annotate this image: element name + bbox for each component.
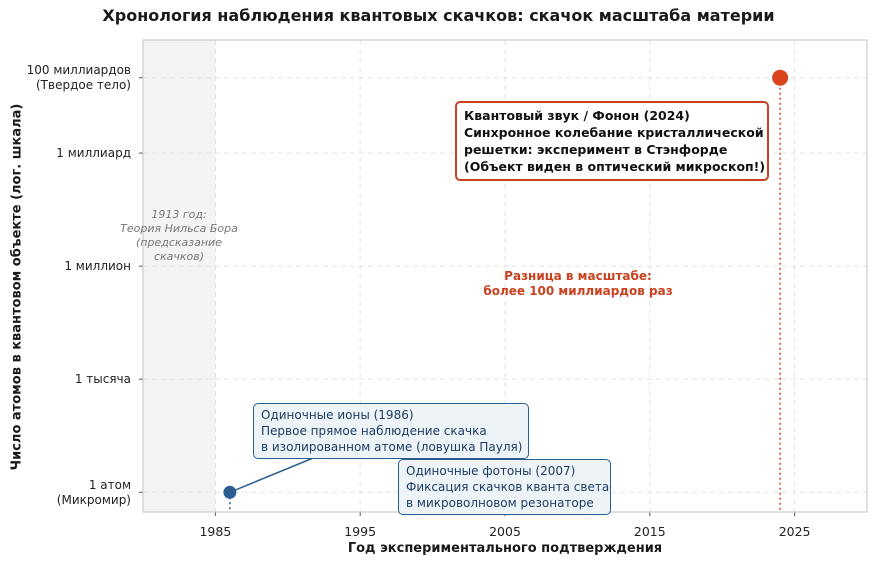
y-tick-label: 1 атом <box>89 478 131 492</box>
chart-title: Хронология наблюдения квантовых скачков:… <box>102 6 775 25</box>
x-tick-label: 2005 <box>489 524 521 539</box>
annotation-line: в микроволновом резонаторе <box>406 496 594 510</box>
x-tick-label: 1995 <box>344 524 376 539</box>
annotation-single-ions: Одиночные ионы (1986) Первое прямое наблю… <box>253 403 529 459</box>
annotation-connector <box>229 455 319 493</box>
shaded-period <box>143 40 216 512</box>
annotation-line: в изолированном атоме (ловушка Пауля) <box>261 440 523 454</box>
data-point <box>223 485 237 499</box>
y-tick-label: 1 миллиард <box>56 146 131 160</box>
x-tick-label: 2025 <box>779 524 811 539</box>
annotation-line: Одиночные фотоны (2007) <box>406 464 576 478</box>
y-tick-label: 1 тысяча <box>75 372 131 386</box>
annotation-line: решетки: эксперимент в Стэнфорде <box>464 142 728 157</box>
annotation-line: (Объект виден в оптический микроскоп!) <box>464 159 766 174</box>
period-label-line: 1913 год: <box>151 208 207 221</box>
y-tick-label: 1 миллион <box>64 259 131 273</box>
scale-difference-label: Разница в масштабе: более 100 миллиардов … <box>483 269 672 299</box>
difference-label-line: более 100 миллиардов раз <box>483 284 673 298</box>
annotation-line: Одиночные ионы (1986) <box>261 408 414 422</box>
period-label-line: (предсказание <box>136 236 222 249</box>
bohr-theory-label: 1913 год: Теория Нильса Бора (предсказание… <box>120 208 238 264</box>
period-label-line: скачков) <box>153 250 205 263</box>
y-tick-label: 100 миллиардов <box>27 63 131 77</box>
x-tick-label: 1985 <box>199 524 231 539</box>
annotation-line: Фиксация скачков кванта света <box>406 480 610 494</box>
x-tick-label: 2015 <box>634 524 666 539</box>
y-tick-label: (Твердое тело) <box>36 78 131 92</box>
annotation-single-photons: Одиночные фотоны (2007) Фиксация скачков … <box>398 459 611 515</box>
difference-label-line: Разница в масштабе: <box>504 269 652 283</box>
annotation-line: Первое прямое наблюдение скачка <box>261 424 487 438</box>
period-label-line: Теория Нильса Бора <box>120 222 238 235</box>
annotation-line: Квантовый звук / Фонон (2024) <box>464 108 690 123</box>
y-tick-label: (Микромир) <box>57 493 131 507</box>
x-axis-label: Год экспериментального подтверждения <box>347 541 663 556</box>
annotation-phonon: Квантовый звук / Фонон (2024) Синхронное … <box>455 101 769 181</box>
data-point <box>772 69 789 86</box>
annotation-line: Синхронное колебание кристаллической <box>464 125 764 140</box>
